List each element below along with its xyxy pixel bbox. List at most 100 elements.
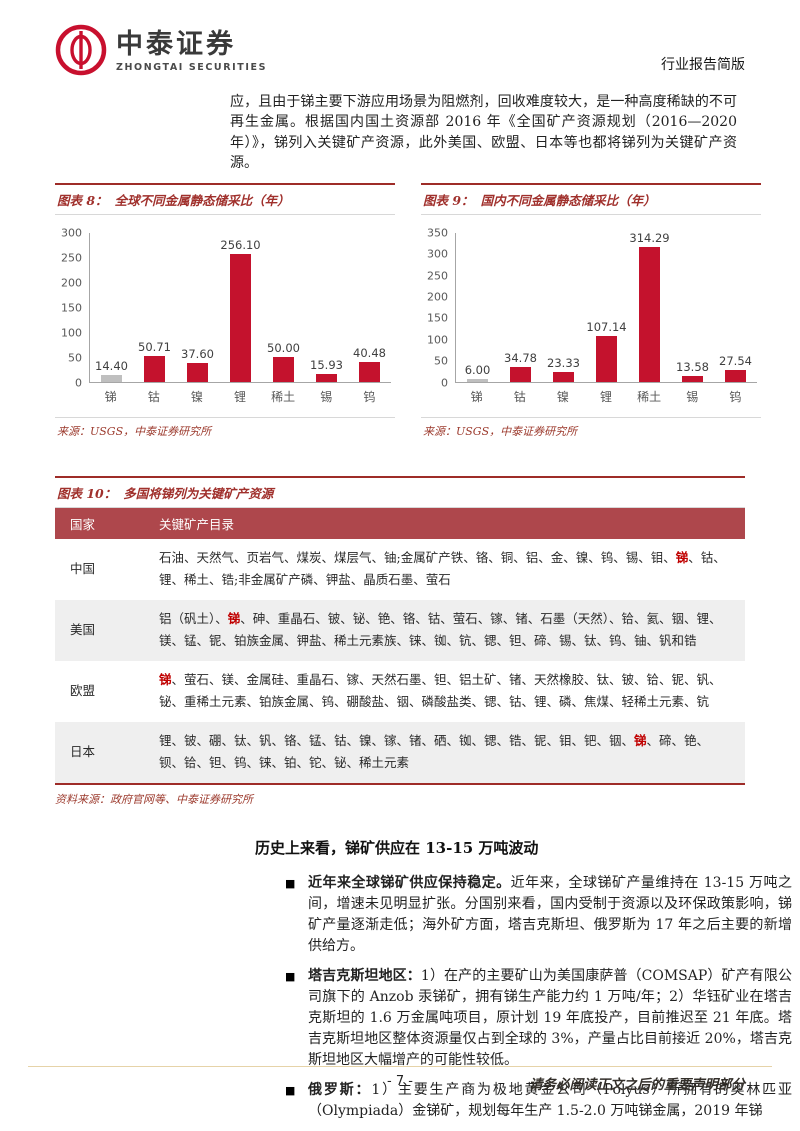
bullet-lead: 俄罗斯： [308,1081,372,1098]
bar-slot: 27.54 [714,354,757,382]
figure-10-caption-title: 多国将锑列为关键矿产资源 [123,485,274,501]
footer-disclaimer: 请务必阅读正文之后的重要声明部分 [529,1077,745,1093]
bar-plot-area: 6.00 34.78 23.33 107.14 314.29 13.58 27.54 [455,231,757,383]
x-axis-label: 锑 [470,389,483,404]
antimony-highlight: 锑 [634,732,647,748]
table-row: 欧盟 锑、萤石、镁、金属硅、重晶石、镓、天然石墨、钽、铝土矿、锗、天然橡胶、钛、… [55,661,745,722]
bar-钨 [359,361,380,382]
bar-钨 [725,369,746,382]
bar-slot: 6.00 [456,363,499,382]
bar-锂 [596,335,617,382]
bar-slot: 314.29 [628,231,671,382]
bar-锑 [467,379,488,382]
x-axis-label: 钴 [513,389,526,404]
figure-10-caption: 图表 10： 多国将锑列为关键矿产资源 [55,475,745,508]
figure-10: 图表 10： 多国将锑列为关键矿产资源 国家 关键矿产目录 中国 石油、天然气、页… [55,475,745,807]
country-cell: 日本 [70,744,96,759]
x-axis-label: 稀土 [271,389,296,404]
report-type-label: 行业报告简版 [661,57,745,73]
x-axis-label: 镍 [190,389,203,404]
y-axis-tick: 50 [434,354,448,368]
bar-锡 [682,375,703,382]
table-row: 中国 石油、天然气、页岩气、煤炭、煤层气、铀;金属矿产铁、铬、铜、铝、金、镍、钨… [55,539,745,600]
logo-cn-text: 中泰证券 [116,29,236,61]
x-axis-label: 钨 [363,389,376,404]
bar-value-label: 6.00 [464,363,491,378]
figure-9-caption-title: 国内不同金属静态储采比（年） [480,192,656,208]
y-axis-tick: 150 [427,311,448,325]
page-header: 中泰证券 ZHONGTAI SECURITIES 行业报告简版 [0,0,800,80]
y-axis-tick: 350 [427,226,448,240]
column-header-catalog: 关键矿产目录 [147,507,745,539]
bullet-square-icon: ■ [285,1083,296,1097]
x-axis-label: 钴 [147,389,160,404]
figure-9-caption: 图表 9： 国内不同金属静态储采比（年） [421,182,761,215]
x-axis: 锑 钴 镍 锂 稀土 锡 钨 [455,388,757,405]
bar-镍 [553,371,574,382]
bar-slot: 23.33 [542,356,585,382]
minerals-table-wrap: 国家 关键矿产目录 中国 石油、天然气、页岩气、煤炭、煤层气、铀;金属矿产铁、铬… [55,507,745,785]
x-axis-label: 镍 [556,389,569,404]
x-axis-label: 钨 [729,389,742,404]
minerals-table: 国家 关键矿产目录 中国 石油、天然气、页岩气、煤炭、煤层气、铀;金属矿产铁、铬… [55,507,745,783]
catalog-cell: 铝（矾土）、锑、砷、重晶石、铍、铋、铯、铬、钴、萤石、镓、锗、石墨（天然）、铪、… [147,600,745,661]
bar-value-label: 107.14 [586,319,627,334]
catalog-text: 、碲、铯、钡、铪、钽、钨、铼、铂、铊、铋、稀土元素 [159,732,710,771]
figure-8-caption: 图表 8： 全球不同金属静态储采比（年） [55,182,395,215]
bar-稀土 [639,247,660,382]
bullet-list: ■ 近年来全球锑矿供应保持稳定。近年来，全球锑矿产量维持在 13-15 万吨之间，… [285,873,792,1122]
figure-9-chart: 350 300 250 200 150 100 50 0 6.00 34.78 23.33 107.1… [421,226,757,405]
catalog-text: 、萤石、镁、金属硅、重晶石、镓、天然石墨、钽、铝土矿、锗、天然橡胶、钛、铍、铪、… [159,671,722,710]
y-axis-tick: 250 [427,269,448,283]
y-axis: 300 250 200 150 100 50 0 [55,226,89,389]
intro-paragraph: 应，且由于锑主要下游应用场景为阻燃剂，回收难度较大，是一种高度稀缺的不可再生金属… [230,94,737,172]
bullet-body: 近年来，全球锑矿产量维持在 13-15 万吨之间，增速未见明显扩张。分国别来看，… [308,874,792,954]
footer-divider [28,1066,772,1067]
antimony-highlight: 锑 [159,671,172,687]
bar-slot: 13.58 [671,360,714,382]
bullet-lead: 近年来全球锑矿供应保持稳定。 [308,874,511,891]
bar-slot: 37.60 [176,347,219,382]
bar-value-label: 27.54 [719,353,752,368]
bar-锂 [230,253,251,382]
bar-value-label: 14.40 [95,358,128,373]
y-axis-tick: 150 [61,301,82,315]
bar-value-label: 13.58 [676,359,709,374]
logo-text: 中泰证券 ZHONGTAI SECURITIES [116,29,268,73]
bar-value-label: 314.29 [629,231,670,246]
zhongtai-logo-icon [55,24,107,80]
catalog-text: 石油、天然气、页岩气、煤炭、煤层气、铀;金属矿产铁、铬、铜、铝、金、镍、钨、锡、… [159,549,676,565]
column-header-country: 国家 [55,507,147,539]
catalog-cell: 锂、铍、硼、钛、钒、铬、锰、钴、镍、镓、锗、硒、铷、锶、锆、铌、钼、钯、铟、锑、… [147,722,745,783]
zhongtai-logo: 中泰证券 ZHONGTAI SECURITIES [55,24,267,80]
antimony-highlight: 锑 [675,549,689,565]
y-axis-tick: 300 [427,247,448,261]
y-axis-tick: 0 [441,376,448,390]
bar-value-label: 37.60 [181,346,214,361]
catalog-text: 、砷、重晶石、铍、铋、铯、铬、钴、萤石、镓、锗、石墨（天然）、铪、氦、铟、锂、镁… [159,610,722,649]
table-row: 美国 铝（矾土）、锑、砷、重晶石、铍、铋、铯、铬、钴、萤石、镓、锗、石墨（天然）… [55,599,745,661]
bullet-item: ■ 近年来全球锑矿供应保持稳定。近年来，全球锑矿产量维持在 13-15 万吨之间，… [285,873,792,957]
country-cell: 欧盟 [70,683,96,698]
y-axis-tick: 100 [61,326,82,340]
x-axis-label: 锂 [233,389,246,404]
bullet-square-icon: ■ [285,969,296,983]
catalog-cell: 锑、萤石、镁、金属硅、重晶石、镓、天然石墨、钽、铝土矿、锗、天然橡胶、钛、铍、铪… [147,661,745,722]
y-axis-tick: 250 [61,251,82,265]
section-heading: 历史上来看，锑矿供应在 13-15 万吨波动 [255,838,539,857]
bar-slot: 256.10 [219,238,262,382]
bar-value-label: 34.78 [504,350,537,365]
logo-en-text: ZHONGTAI SECURITIES [116,61,268,73]
x-axis-label: 锑 [104,389,117,404]
bar-钴 [144,356,165,382]
y-axis-tick: 50 [68,351,82,365]
figure-10-source: 资料来源：政府官网等、中泰证券研究所 [55,792,253,806]
bar-slot: 14.40 [90,359,133,382]
catalog-text: 锂、铍、硼、钛、钒、铬、锰、钴、镍、镓、锗、硒、铷、锶、锆、铌、钼、钯、铟、 [159,732,635,748]
catalog-text: 、钴、锂、稀土、锆;非金属矿产磷、钾盐、晶质石墨、萤石 [159,549,726,588]
country-cell: 美国 [70,622,96,637]
x-axis-label: 稀土 [637,389,662,404]
bar-value-label: 50.71 [138,340,171,355]
bar-slot: 15.93 [305,358,348,382]
